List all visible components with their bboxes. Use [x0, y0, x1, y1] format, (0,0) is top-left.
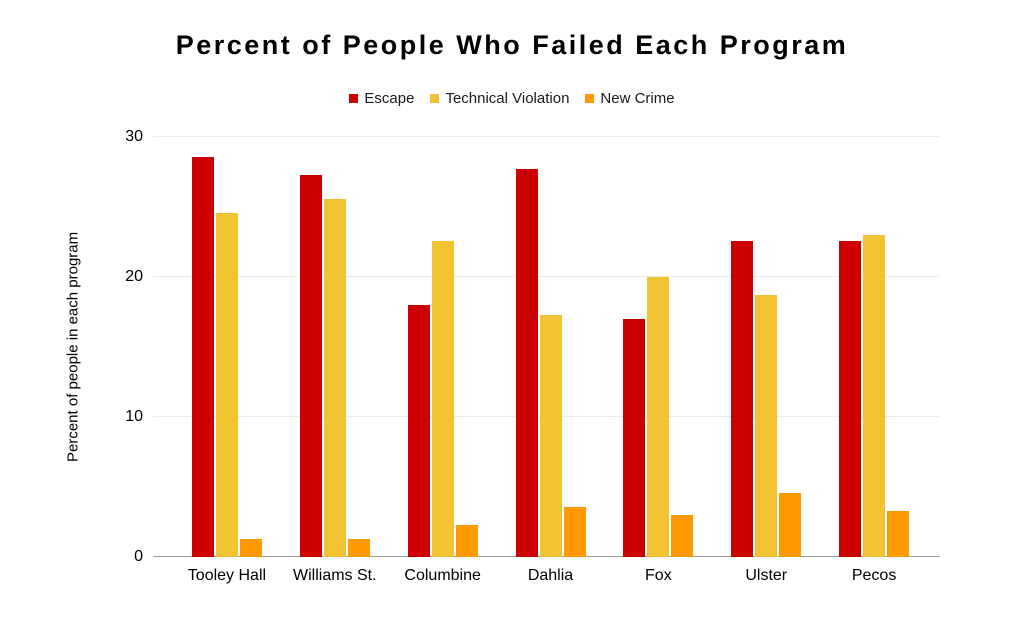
bar-new-crime-columbine	[455, 524, 478, 557]
legend-item-technical-violation: Technical Violation	[430, 90, 569, 107]
x-axis-label-williams-st: Williams St.	[293, 567, 377, 584]
gridline-20	[153, 276, 940, 278]
x-axis-label-pecos: Pecos	[851, 567, 897, 584]
x-axis-labels: Tooley Hall Williams St. Columbine Dahlia Fo…	[153, 567, 940, 585]
bar-group-fox	[604, 137, 712, 557]
y-tick-label-0: 0	[134, 548, 143, 565]
legend-swatch-escape	[349, 94, 359, 103]
bar-group-williams-st	[281, 137, 389, 557]
y-tick-label-10: 10	[125, 408, 143, 426]
legend: Escape Technical Violation New Crime	[0, 90, 1024, 107]
bar-escape-columbine	[407, 305, 430, 557]
bar-group-columbine	[389, 137, 497, 557]
bar-technical-violation-columbine	[431, 240, 454, 557]
bar-new-crime-dahlia	[563, 506, 586, 557]
bar-escape-ulster	[731, 240, 754, 557]
bar-technical-violation-ulster	[755, 295, 778, 557]
bar-technical-violation-pecos	[863, 235, 886, 557]
legend-swatch-technical-violation	[430, 94, 440, 103]
bar-escape-pecos	[839, 240, 862, 557]
legend-label: New Crime	[600, 90, 675, 107]
x-axis-label-fox: Fox	[645, 567, 672, 584]
legend-label: Escape	[364, 90, 415, 107]
bar-technical-violation-fox	[647, 277, 670, 557]
plot-area: 0 10 20 30 Tooley Hall Williams St. Columbine…	[125, 129, 940, 584]
legend-item-new-crime: New Crime	[585, 90, 675, 107]
bar-groups	[153, 137, 940, 557]
bar-escape-tooley-hall	[191, 156, 214, 557]
y-axis-title: Percent of people in each program	[64, 231, 82, 463]
bar-technical-violation-williams-st	[323, 198, 346, 557]
x-axis-label-tooley-hall: Tooley Hall	[187, 567, 267, 584]
gridline-30	[153, 136, 940, 137]
legend-item-escape: Escape	[349, 90, 414, 107]
bar-technical-violation-dahlia	[539, 314, 562, 557]
x-axis-label-ulster: Ulster	[745, 567, 788, 584]
legend-swatch-new-crime	[585, 94, 595, 103]
x-axis-label-columbine: Columbine	[404, 567, 481, 584]
bar-new-crime-williams-st	[347, 538, 370, 557]
bar-group-tooley-hall	[173, 137, 281, 557]
bar-escape-fox	[623, 319, 646, 557]
bar-escape-dahlia	[515, 169, 538, 557]
bar-new-crime-pecos	[887, 510, 910, 557]
chart-title: Percent of People Who Failed Each Progra…	[175, 30, 849, 60]
y-tick-label-30: 30	[125, 128, 143, 145]
bar-group-ulster	[712, 137, 820, 557]
bar-new-crime-tooley-hall	[239, 538, 262, 557]
bar-technical-violation-tooley-hall	[215, 212, 238, 557]
y-tick-label-20: 20	[125, 268, 143, 286]
legend-label: Technical Violation	[445, 90, 570, 107]
bar-group-pecos	[820, 137, 928, 557]
bar-escape-williams-st	[299, 174, 322, 557]
x-axis-label-dahlia: Dahlia	[527, 567, 574, 584]
bar-group-dahlia	[497, 137, 605, 557]
bar-new-crime-fox	[671, 515, 694, 557]
bar-new-crime-ulster	[779, 492, 802, 557]
